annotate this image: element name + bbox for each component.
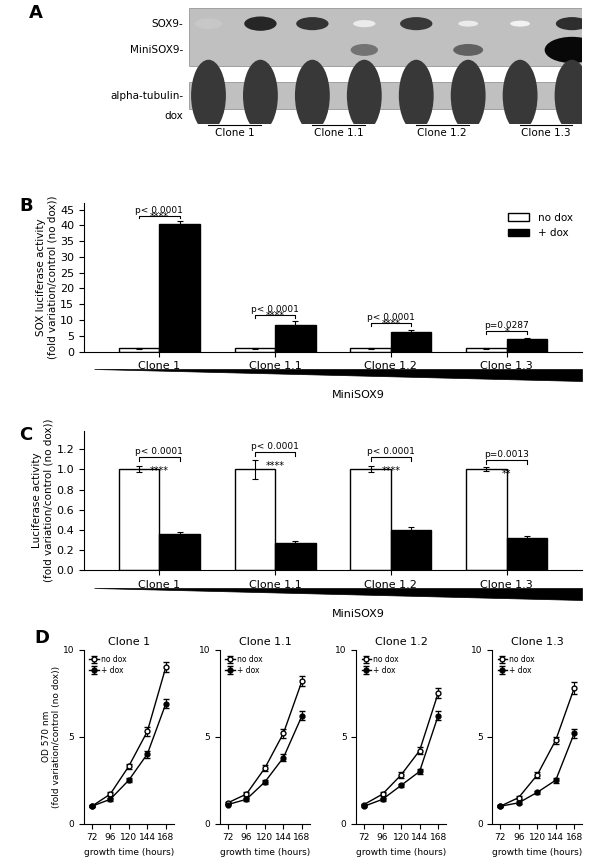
Text: -: - <box>206 112 211 121</box>
X-axis label: growth time (hours): growth time (hours) <box>83 848 174 857</box>
Text: -: - <box>415 112 418 121</box>
Text: ****: **** <box>382 319 400 329</box>
Ellipse shape <box>353 20 376 27</box>
Bar <box>119 348 159 352</box>
Bar <box>119 469 159 570</box>
Legend: no dox, + dox: no dox, + dox <box>504 208 577 242</box>
Bar <box>507 538 547 570</box>
Ellipse shape <box>458 21 478 27</box>
Bar <box>507 339 547 352</box>
Ellipse shape <box>400 17 433 30</box>
Text: B: B <box>19 197 33 215</box>
Bar <box>159 224 200 352</box>
Ellipse shape <box>295 60 330 131</box>
Bar <box>188 8 582 66</box>
Text: MiniSOX9: MiniSOX9 <box>331 608 385 619</box>
Bar <box>350 348 391 352</box>
Text: p< 0.0001: p< 0.0001 <box>136 206 183 214</box>
Text: +: + <box>360 112 368 121</box>
Bar <box>350 469 391 570</box>
Text: p< 0.0001: p< 0.0001 <box>136 447 183 456</box>
Text: p< 0.0001: p< 0.0001 <box>251 305 299 314</box>
Ellipse shape <box>556 17 588 30</box>
Polygon shape <box>94 369 582 381</box>
Text: **: ** <box>502 469 511 480</box>
Text: -: - <box>310 112 314 121</box>
Text: ****: **** <box>382 467 400 476</box>
Text: +: + <box>568 112 577 121</box>
Bar <box>275 543 316 570</box>
X-axis label: growth time (hours): growth time (hours) <box>356 848 446 857</box>
Ellipse shape <box>399 60 434 131</box>
Text: MiniSOX9-: MiniSOX9- <box>130 45 184 55</box>
Text: D: D <box>35 629 50 647</box>
Text: p=0.0287: p=0.0287 <box>484 321 529 329</box>
X-axis label: growth time (hours): growth time (hours) <box>492 848 583 857</box>
Bar <box>188 82 582 109</box>
Ellipse shape <box>554 60 589 131</box>
Legend: no dox, + dox: no dox, + dox <box>88 654 128 676</box>
X-axis label: growth time (hours): growth time (hours) <box>220 848 310 857</box>
Text: +: + <box>256 112 265 121</box>
Bar <box>466 348 507 352</box>
Text: SOX9-: SOX9- <box>152 19 184 28</box>
Title: Clone 1.2: Clone 1.2 <box>374 637 428 648</box>
Text: Clone 1: Clone 1 <box>215 129 254 138</box>
Text: ****: **** <box>266 311 284 321</box>
Ellipse shape <box>510 21 530 27</box>
Legend: no dox, + dox: no dox, + dox <box>224 654 264 676</box>
Ellipse shape <box>296 17 329 30</box>
Text: Clone 1.3: Clone 1.3 <box>521 129 571 138</box>
Ellipse shape <box>244 16 277 31</box>
Bar <box>275 324 316 352</box>
Text: p< 0.0001: p< 0.0001 <box>367 447 415 456</box>
Text: Clone 1.2: Clone 1.2 <box>418 129 467 138</box>
Text: p< 0.0001: p< 0.0001 <box>367 313 415 322</box>
Ellipse shape <box>243 60 278 131</box>
Ellipse shape <box>451 60 485 131</box>
Bar <box>159 534 200 570</box>
Text: p< 0.0001: p< 0.0001 <box>251 443 299 451</box>
Text: alpha-tubulin-: alpha-tubulin- <box>110 90 184 100</box>
Ellipse shape <box>195 18 222 29</box>
Y-axis label: SOX luciferase activity
(fold variation/control (no dox)): SOX luciferase activity (fold variation/… <box>36 196 58 360</box>
Text: ****: **** <box>150 212 169 221</box>
Ellipse shape <box>453 44 483 56</box>
Text: Clone 1.1: Clone 1.1 <box>314 129 363 138</box>
Ellipse shape <box>350 44 378 56</box>
Legend: no dox, + dox: no dox, + dox <box>496 654 536 676</box>
Ellipse shape <box>503 60 538 131</box>
Polygon shape <box>94 588 582 601</box>
Text: dox: dox <box>165 112 184 121</box>
Text: p=0.0013: p=0.0013 <box>484 450 529 459</box>
Title: Clone 1.1: Clone 1.1 <box>239 637 292 648</box>
Title: Clone 1: Clone 1 <box>108 637 150 648</box>
Title: Clone 1.3: Clone 1.3 <box>511 637 563 648</box>
Ellipse shape <box>347 60 382 131</box>
Ellipse shape <box>191 60 226 131</box>
Legend: no dox, + dox: no dox, + dox <box>360 654 400 676</box>
Ellipse shape <box>545 37 599 63</box>
Bar <box>235 469 275 570</box>
Bar <box>235 348 275 352</box>
Text: MiniSOX9: MiniSOX9 <box>331 390 385 400</box>
Y-axis label: Luciferase activity
(fold variation/control (no dox)): Luciferase activity (fold variation/cont… <box>32 419 54 583</box>
Y-axis label: OD 570 nm
(fold variation/control (no dox)): OD 570 nm (fold variation/control (no do… <box>42 666 61 807</box>
Text: ****: **** <box>150 467 169 476</box>
Text: A: A <box>29 4 43 22</box>
Bar <box>391 332 431 352</box>
Bar <box>391 529 431 570</box>
Text: ****: **** <box>266 462 284 471</box>
Text: -: - <box>518 112 522 121</box>
Bar <box>466 469 507 570</box>
Text: *: * <box>505 327 509 336</box>
Text: C: C <box>19 426 32 444</box>
Text: +: + <box>464 112 472 121</box>
